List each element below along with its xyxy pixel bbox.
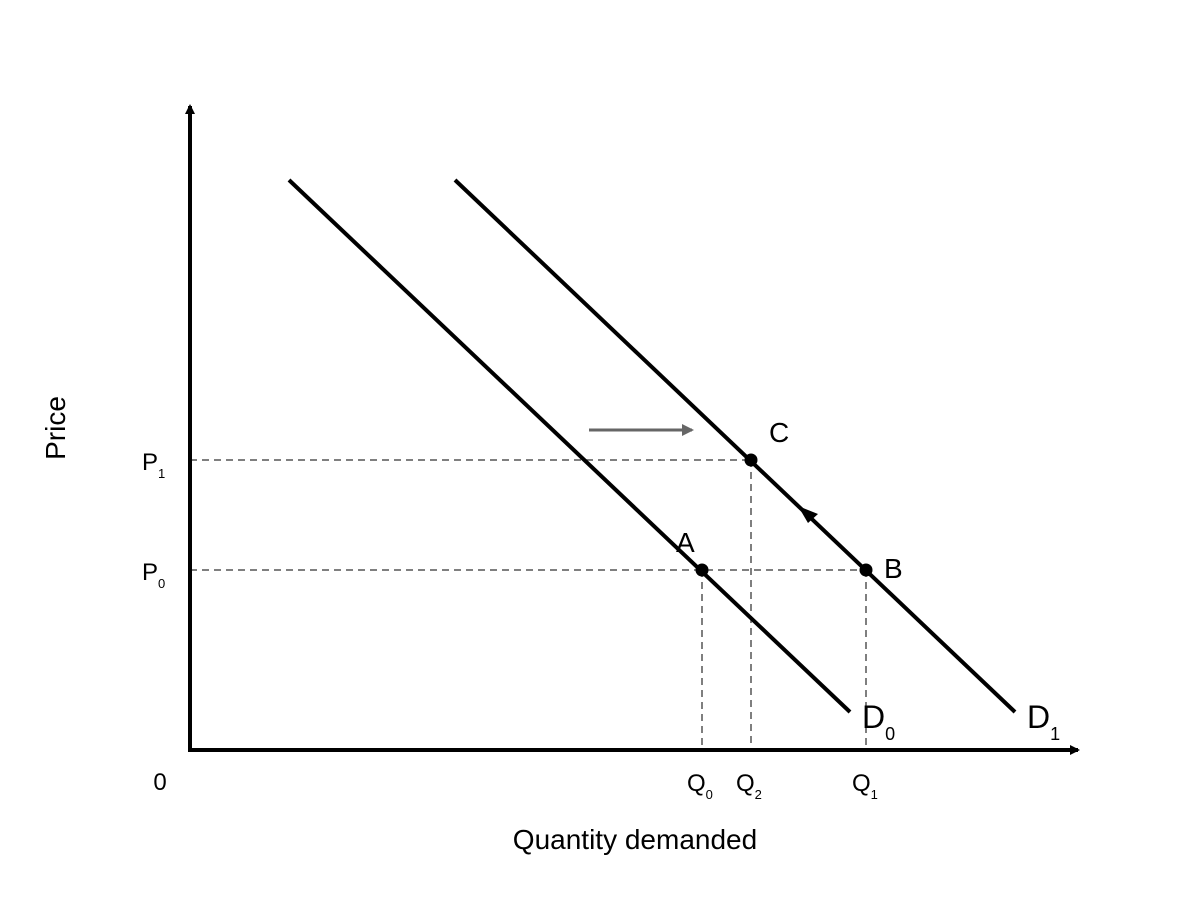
demand-curve xyxy=(453,178,1017,714)
quantity-label: Q2 xyxy=(736,770,762,802)
curve-label: D1 xyxy=(1027,699,1060,744)
label-letter: Q xyxy=(736,770,755,797)
price-label: P1 xyxy=(142,449,165,481)
label-letter: Q xyxy=(852,770,871,797)
label-subscript: 0 xyxy=(158,576,165,591)
point-label: A xyxy=(676,527,695,558)
price-label: P0 xyxy=(142,559,165,591)
quantity-label: Q1 xyxy=(852,770,878,802)
label-subscript: 0 xyxy=(885,724,895,744)
point xyxy=(744,453,758,467)
point-label: B xyxy=(884,553,903,584)
label-subscript: 0 xyxy=(706,787,713,802)
guides xyxy=(190,459,867,750)
label-subscript: 1 xyxy=(1050,724,1060,744)
label-subscript: 1 xyxy=(158,466,165,481)
origin-label: 0 xyxy=(153,769,166,796)
label-letter: P xyxy=(142,449,158,476)
label-letter: Q xyxy=(687,770,706,797)
point-label: C xyxy=(769,417,789,448)
y-axis-label: Price xyxy=(40,396,71,460)
label-letter: P xyxy=(142,559,158,586)
x-axis-label: Quantity demanded xyxy=(513,824,757,855)
movement-arrow xyxy=(798,506,818,523)
quantity-label: Q0 xyxy=(687,770,713,802)
label-subscript: 2 xyxy=(755,787,762,802)
label-letter: D xyxy=(862,699,885,735)
label-subscript: 1 xyxy=(871,787,878,802)
point xyxy=(859,563,873,577)
curve-label: D0 xyxy=(862,699,895,744)
demand-curve xyxy=(287,178,852,714)
label-letter: D xyxy=(1027,699,1050,735)
point xyxy=(695,563,709,577)
